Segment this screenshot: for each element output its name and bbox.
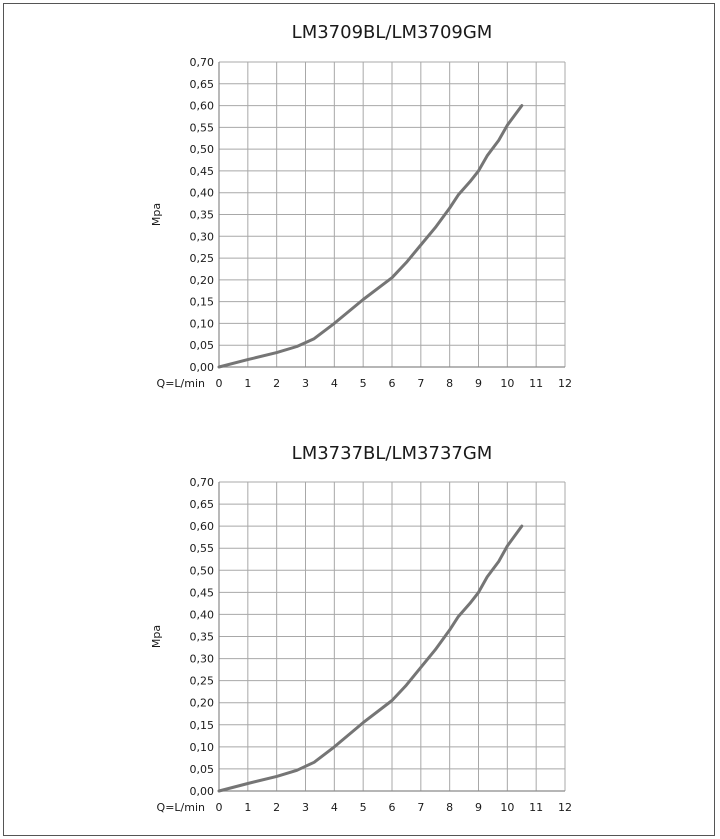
chart-2-x-tick-label: 9 (475, 801, 482, 814)
chart-2-y-axis-label: Mpa (150, 625, 163, 648)
chart-1-x-axis-label: Q=L/min (157, 377, 205, 390)
chart-1-x-tick-label: 12 (558, 377, 572, 390)
chart-2-x-tick-label: 2 (273, 801, 280, 814)
chart-1-x-tick-label: 3 (302, 377, 309, 390)
chart-2-x-tick-label: 4 (331, 801, 338, 814)
chart-2-y-tick-label: 0,45 (190, 586, 215, 599)
chart-1-y-tick-label: 0,20 (190, 274, 215, 287)
chart-1-y-tick-label: 0,30 (190, 230, 215, 243)
chart-2-x-tick-label: 0 (216, 801, 223, 814)
chart-2-y-tick-label: 0,30 (190, 653, 215, 666)
chart-2-y-tick-label: 0,20 (190, 697, 215, 710)
chart-1-y-tick-label: 0,55 (190, 121, 215, 134)
chart-1-x-tick-label: 4 (331, 377, 338, 390)
page-frame (3, 3, 715, 836)
chart-2-y-tick-label: 0,10 (190, 741, 215, 754)
chart-1-y-tick-label: 0,65 (190, 78, 215, 91)
chart-2-x-tick-label: 1 (244, 801, 251, 814)
chart-1-x-tick-label: 11 (529, 377, 543, 390)
chart-2-y-tick-label: 0,00 (190, 785, 215, 798)
chart-1-y-tick-label: 0,70 (190, 56, 215, 69)
chart-2-x-tick-label: 5 (360, 801, 367, 814)
chart-1-x-tick-label: 10 (500, 377, 514, 390)
chart-1-y-tick-label: 0,35 (190, 209, 215, 222)
chart-1-y-tick-label: 0,50 (190, 143, 215, 156)
chart-1-x-tick-label: 1 (244, 377, 251, 390)
chart-2-y-tick-label: 0,55 (190, 542, 215, 555)
chart-2-y-tick-label: 0,05 (190, 763, 215, 776)
chart-1-x-tick-label: 6 (389, 377, 396, 390)
chart-2-y-tick-label: 0,35 (190, 631, 215, 644)
chart-2-y-tick-label: 0,40 (190, 608, 215, 621)
chart-1-y-tick-label: 0,15 (190, 296, 215, 309)
chart-2-x-tick-label: 7 (417, 801, 424, 814)
chart-2-y-tick-label: 0,60 (190, 520, 215, 533)
chart-1-x-tick-label: 9 (475, 377, 482, 390)
chart-2-y-tick-label: 0,50 (190, 564, 215, 577)
chart-1-x-tick-label: 8 (446, 377, 453, 390)
chart-2-x-tick-label: 3 (302, 801, 309, 814)
chart-1-y-tick-label: 0,00 (190, 361, 215, 374)
chart-1-y-tick-label: 0,40 (190, 187, 215, 200)
chart-2-series-line (217, 524, 524, 793)
chart-1-series-line (217, 104, 524, 369)
chart-1-y-tick-label: 0,60 (190, 100, 215, 113)
chart-1-x-tick-label: 5 (360, 377, 367, 390)
chart-2-x-tick-label: 11 (529, 801, 543, 814)
chart-1-y-axis-label: Mpa (150, 203, 163, 226)
chart-1-y-tick-label: 0,25 (190, 252, 215, 265)
chart-2-x-tick-label: 12 (558, 801, 572, 814)
chart-1-y-tick-label: 0,45 (190, 165, 215, 178)
chart-1-y-tick-label: 0,10 (190, 317, 215, 330)
chart-1-y-tick-label: 0,05 (190, 339, 215, 352)
chart-2-title: LM3737BL/LM3737GM (292, 443, 493, 464)
chart-2-x-tick-label: 10 (500, 801, 514, 814)
chart-2-x-tick-label: 8 (446, 801, 453, 814)
chart-2-y-tick-label: 0,70 (190, 476, 215, 489)
chart-1-x-tick-label: 7 (417, 377, 424, 390)
chart-2-y-tick-label: 0,25 (190, 675, 215, 688)
chart-2-x-axis-label: Q=L/min (157, 801, 205, 814)
chart-1-x-tick-label: 2 (273, 377, 280, 390)
chart-2-y-tick-label: 0,65 (190, 498, 215, 511)
chart-2-y-tick-label: 0,15 (190, 719, 215, 732)
chart-2-x-tick-label: 6 (389, 801, 396, 814)
chart-1-x-tick-label: 0 (216, 377, 223, 390)
chart-1-title: LM3709BL/LM3709GM (292, 22, 493, 43)
